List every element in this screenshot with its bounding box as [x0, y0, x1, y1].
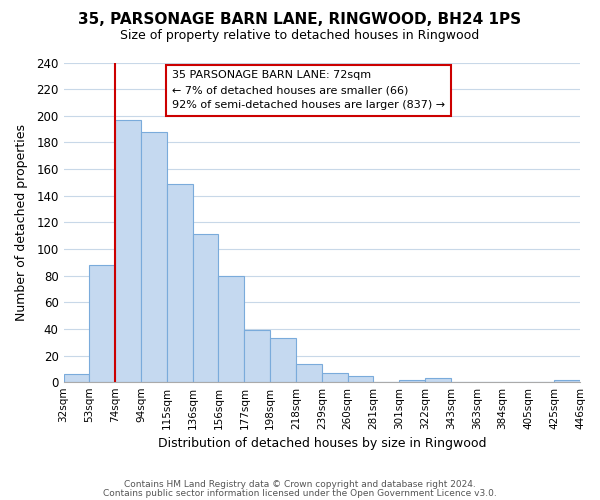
Bar	[141, 132, 167, 382]
Text: 35, PARSONAGE BARN LANE, RINGWOOD, BH24 1PS: 35, PARSONAGE BARN LANE, RINGWOOD, BH24 …	[79, 12, 521, 28]
Bar	[218, 276, 244, 382]
Bar	[296, 364, 322, 382]
Bar	[115, 120, 141, 382]
Bar	[270, 338, 296, 382]
Text: 35 PARSONAGE BARN LANE: 72sqm
← 7% of detached houses are smaller (66)
92% of se: 35 PARSONAGE BARN LANE: 72sqm ← 7% of de…	[172, 70, 445, 110]
Bar	[399, 380, 425, 382]
Text: Contains public sector information licensed under the Open Government Licence v3: Contains public sector information licen…	[103, 489, 497, 498]
Text: Contains HM Land Registry data © Crown copyright and database right 2024.: Contains HM Land Registry data © Crown c…	[124, 480, 476, 489]
Text: Size of property relative to detached houses in Ringwood: Size of property relative to detached ho…	[121, 29, 479, 42]
Bar	[554, 380, 580, 382]
Bar	[64, 374, 89, 382]
Bar	[244, 330, 270, 382]
Bar	[322, 373, 347, 382]
X-axis label: Distribution of detached houses by size in Ringwood: Distribution of detached houses by size …	[158, 437, 486, 450]
Y-axis label: Number of detached properties: Number of detached properties	[15, 124, 28, 321]
Bar	[167, 184, 193, 382]
Bar	[89, 265, 115, 382]
Bar	[425, 378, 451, 382]
Bar	[193, 234, 218, 382]
Bar	[347, 376, 373, 382]
